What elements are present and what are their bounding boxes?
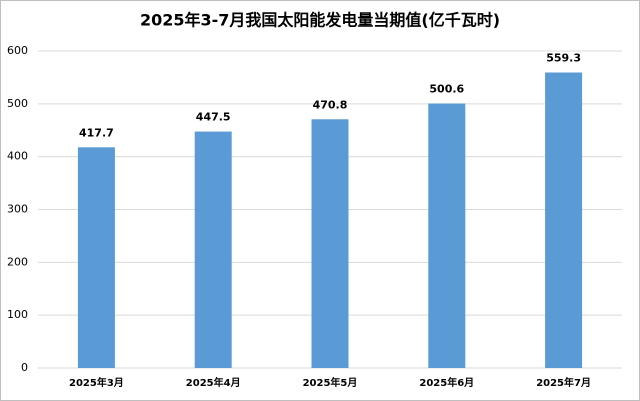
- bar: [311, 119, 349, 368]
- x-tick-label: 2025年5月: [303, 376, 358, 389]
- y-tick-label: 300: [7, 203, 28, 216]
- value-label: 417.7: [79, 126, 114, 139]
- x-tick-label: 2025年7月: [536, 376, 591, 389]
- bar: [545, 72, 583, 368]
- y-tick-label: 600: [7, 44, 28, 57]
- value-label: 500.6: [429, 83, 464, 96]
- value-label: 559.3: [546, 52, 581, 65]
- chart-title: 2025年3-7月我国太阳能发电量当期值(亿千瓦时): [140, 11, 500, 30]
- y-tick-label: 200: [7, 255, 28, 268]
- y-tick-label: 0: [21, 361, 28, 374]
- value-label: 470.8: [313, 98, 348, 111]
- x-tick-label: 2025年4月: [186, 376, 241, 389]
- bar: [428, 103, 466, 369]
- y-tick-label: 100: [7, 308, 28, 321]
- bar: [194, 131, 232, 368]
- y-tick-label: 400: [7, 150, 28, 163]
- x-tick-label: 2025年3月: [69, 376, 124, 389]
- x-tick-label: 2025年6月: [419, 376, 474, 389]
- bar: [77, 147, 115, 368]
- y-tick-label: 500: [7, 97, 28, 110]
- value-label: 447.5: [196, 111, 231, 124]
